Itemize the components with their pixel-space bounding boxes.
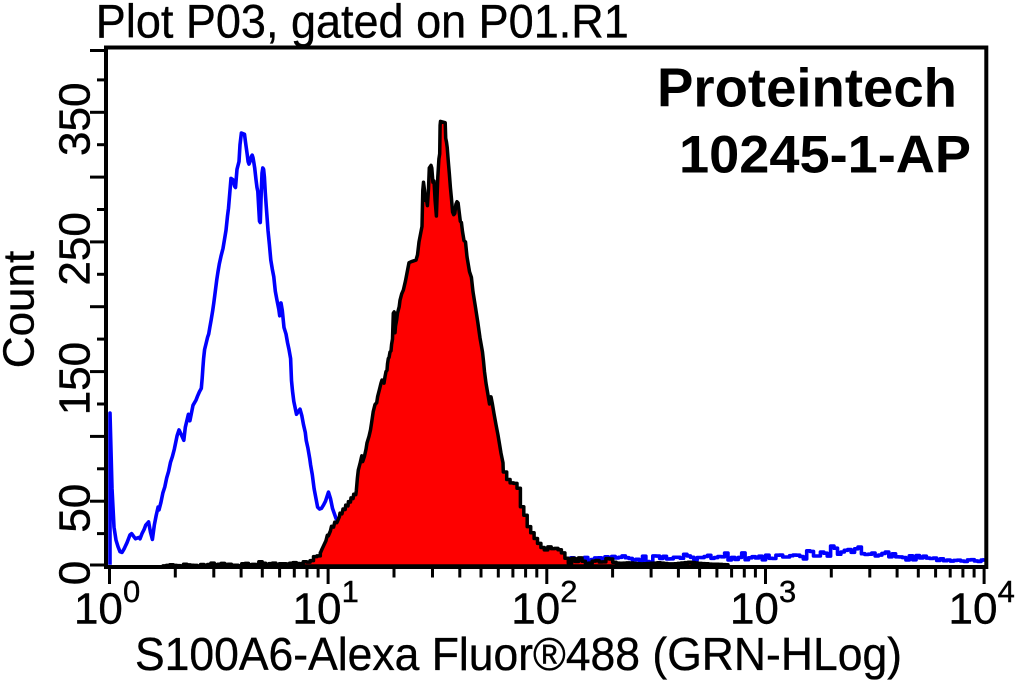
svg-text:50: 50	[51, 484, 100, 533]
svg-text:350: 350	[51, 83, 100, 156]
svg-text:10: 10	[74, 585, 123, 634]
svg-text:0: 0	[51, 561, 100, 585]
svg-text:3: 3	[779, 574, 796, 609]
svg-text:10: 10	[730, 585, 779, 634]
svg-text:10: 10	[949, 585, 998, 634]
svg-text:150: 150	[51, 342, 100, 415]
svg-text:250: 250	[51, 212, 100, 285]
svg-text:10: 10	[511, 585, 560, 634]
svg-text:S100A6-Alexa Fluor®488 (GRN-HL: S100A6-Alexa Fluor®488 (GRN-HLog)	[135, 628, 902, 680]
svg-text:4: 4	[998, 574, 1015, 609]
svg-text:2: 2	[560, 574, 577, 609]
svg-text:0: 0	[123, 574, 140, 609]
svg-text:Proteintech: Proteintech	[657, 57, 957, 119]
svg-text:10245-1-AP: 10245-1-AP	[679, 126, 971, 185]
svg-text:10: 10	[293, 585, 342, 634]
svg-text:Plot P03, gated on P01.R1: Plot P03, gated on P01.R1	[96, 0, 629, 48]
svg-text:Count: Count	[0, 251, 44, 368]
svg-text:1: 1	[342, 574, 359, 609]
